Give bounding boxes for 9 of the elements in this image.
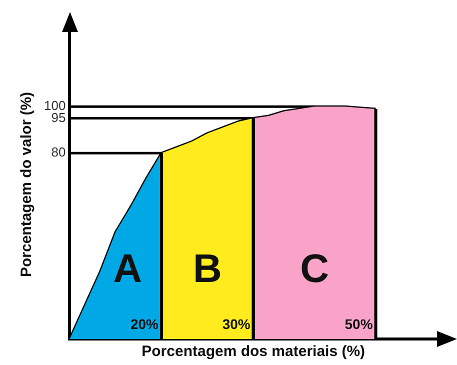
annotation: 30% xyxy=(222,316,251,332)
series-label: B xyxy=(192,247,222,292)
annotation: 20% xyxy=(130,316,160,332)
series-label: A xyxy=(113,247,142,292)
annotation: 50% xyxy=(344,316,374,332)
x-axis-title: Porcentagem dos materiais (%) xyxy=(142,343,366,360)
y-axis-title: Porcentagem do valor (%) xyxy=(18,92,36,278)
series-label: C xyxy=(300,247,330,292)
y-tick-label: 80 xyxy=(51,144,66,160)
